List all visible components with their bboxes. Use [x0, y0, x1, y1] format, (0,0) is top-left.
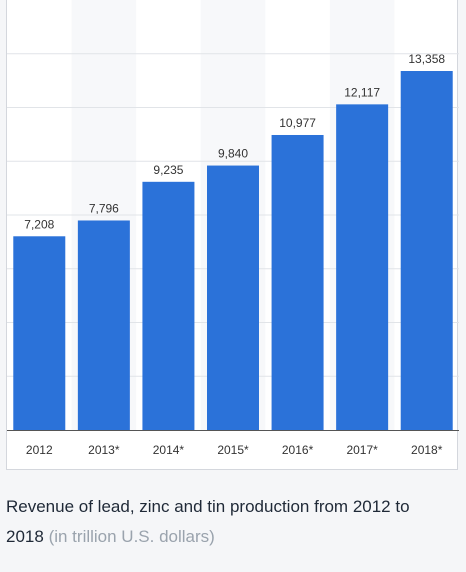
chart-caption: Revenue of lead, zinc and tin production… [6, 492, 446, 552]
value-label: 13,358 [408, 52, 445, 66]
bar-2013 [77, 220, 130, 430]
caption-title: Revenue of lead, zinc and tin production… [6, 497, 410, 546]
bar-chart: 7,208 7,796 9,235 9,840 10,977 12,117 13,358 20… [7, 0, 459, 457]
bar-2016 [271, 134, 324, 431]
x-tick-label: 2017* [346, 443, 378, 457]
x-tick-label: 2016* [282, 443, 314, 457]
value-label: 10,977 [279, 116, 316, 130]
bar-2014 [142, 181, 195, 430]
x-tick-label: 2014* [153, 443, 185, 457]
value-label: 7,796 [89, 201, 119, 215]
x-tick-label: 2013* [88, 443, 120, 457]
caption-unit: (in trillion U.S. dollars) [48, 527, 215, 546]
value-label: 9,840 [218, 147, 248, 161]
x-tick-label: 2015* [217, 443, 249, 457]
bar-2012 [13, 236, 66, 430]
bar-2018 [400, 71, 453, 430]
bar-2017 [336, 104, 389, 430]
bar-2015 [207, 165, 259, 431]
x-tick-label: 2012 [26, 443, 53, 457]
x-tick-label: 2018* [411, 443, 443, 457]
chart-card: 7,208 7,796 9,235 9,840 10,977 12,117 13,358 20… [6, 0, 459, 470]
value-label: 9,235 [153, 163, 183, 177]
value-label: 7,208 [24, 217, 54, 231]
value-label: 12,117 [344, 85, 380, 99]
